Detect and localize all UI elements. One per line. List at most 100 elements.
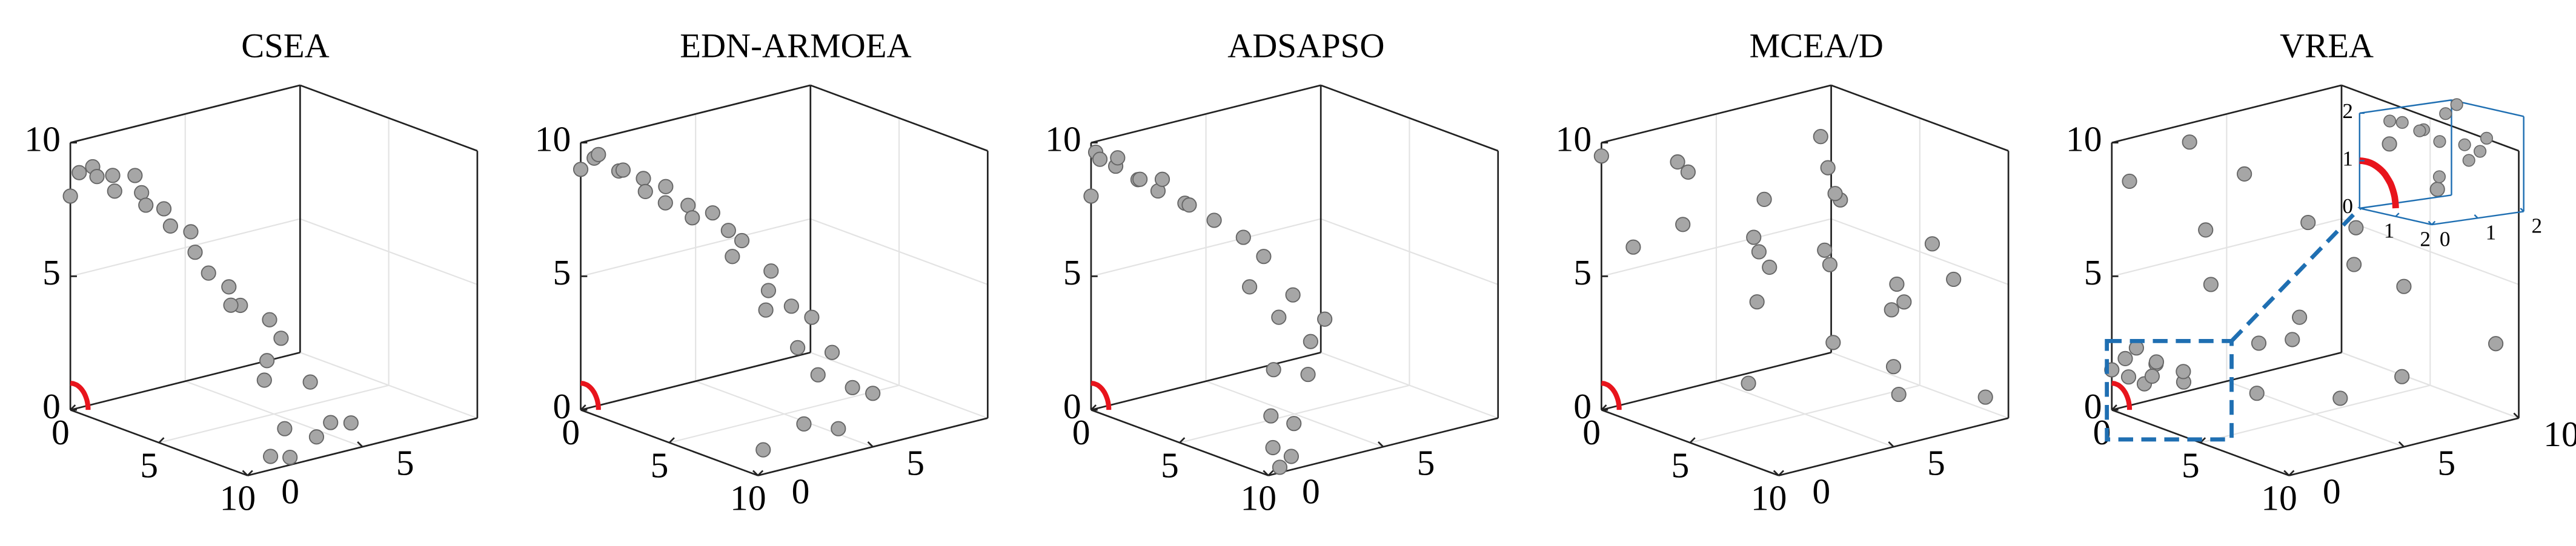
axis-line bbox=[299, 84, 478, 152]
inset-point bbox=[2462, 154, 2475, 167]
point bbox=[1256, 249, 1272, 265]
point bbox=[1762, 259, 1778, 275]
tick-mark bbox=[1179, 437, 1186, 444]
point bbox=[2203, 277, 2219, 292]
z-tick-label: 0 bbox=[1063, 386, 1081, 426]
tick-mark bbox=[668, 437, 675, 444]
inset-z-tick-label: 2 bbox=[2342, 99, 2353, 123]
tick-mark bbox=[70, 404, 76, 411]
z-tick-label: 10 bbox=[535, 119, 571, 159]
point bbox=[273, 331, 289, 346]
point bbox=[1680, 164, 1696, 180]
axis-line bbox=[2111, 352, 2342, 411]
point bbox=[755, 442, 771, 458]
point bbox=[810, 367, 826, 383]
x-tick-label: 10 bbox=[730, 478, 766, 518]
point bbox=[1317, 311, 1333, 327]
y-tick-label: 0 bbox=[1812, 472, 1830, 511]
z-tick-label: 10 bbox=[2066, 119, 2102, 159]
inset-point bbox=[2383, 114, 2397, 128]
inset-point bbox=[2450, 98, 2463, 111]
y-tick-label: 10 bbox=[2543, 414, 2576, 454]
point bbox=[1181, 197, 1197, 213]
point bbox=[323, 415, 339, 430]
point bbox=[1746, 229, 1762, 245]
y-tick-label: 5 bbox=[396, 442, 414, 482]
inset-y-tick-label: 1 bbox=[2486, 220, 2497, 244]
point bbox=[845, 380, 860, 395]
y-tick-label: 5 bbox=[1927, 442, 1945, 482]
axis-line bbox=[1601, 352, 1831, 411]
point bbox=[1813, 129, 1828, 145]
point bbox=[221, 279, 237, 295]
z-tick-label: 5 bbox=[1063, 252, 1081, 292]
chart-title: MCEA/D bbox=[1750, 27, 1884, 65]
tick-mark bbox=[580, 404, 586, 411]
grid-line bbox=[1716, 380, 1894, 448]
point bbox=[1820, 160, 1836, 176]
tick-mark bbox=[1378, 441, 1384, 448]
x-tick-label: 10 bbox=[2261, 478, 2297, 518]
tick-mark bbox=[1601, 404, 1607, 411]
zoom-connector bbox=[2230, 206, 2362, 343]
point bbox=[1889, 276, 1905, 292]
axis-line bbox=[1320, 84, 1499, 152]
point bbox=[1675, 217, 1691, 232]
point bbox=[1132, 171, 1148, 187]
chart-title: VREA bbox=[2280, 27, 2374, 65]
inset-tick-mark bbox=[2428, 220, 2432, 225]
point bbox=[187, 245, 203, 260]
y-tick-label: 5 bbox=[2437, 442, 2455, 482]
grid-line bbox=[1206, 380, 1384, 448]
x-tick-label: 10 bbox=[1751, 478, 1787, 518]
point bbox=[2346, 257, 2362, 272]
point bbox=[615, 162, 631, 178]
point bbox=[657, 195, 673, 211]
point bbox=[685, 210, 700, 226]
axis-line bbox=[580, 352, 811, 411]
y-tick-label: 5 bbox=[906, 442, 925, 482]
x-tick-label: 10 bbox=[220, 478, 256, 518]
point bbox=[1286, 416, 1302, 432]
tick-mark bbox=[1263, 470, 1269, 476]
inset-z-tick-label: 1 bbox=[2342, 147, 2353, 171]
tick-mark bbox=[1267, 470, 1274, 476]
point bbox=[2251, 335, 2267, 351]
inset-y-tick-label: 0 bbox=[2440, 227, 2451, 251]
point bbox=[156, 201, 172, 217]
point bbox=[1271, 309, 1287, 325]
x-tick-label: 5 bbox=[2182, 445, 2200, 485]
inset-tick-mark bbox=[2395, 212, 2400, 217]
tick-mark bbox=[2200, 437, 2206, 444]
point bbox=[591, 146, 606, 162]
point bbox=[1825, 335, 1841, 350]
x-tick-label: 5 bbox=[1671, 445, 1689, 485]
point bbox=[2382, 136, 2397, 152]
point bbox=[277, 421, 293, 436]
point bbox=[725, 249, 740, 265]
point bbox=[1266, 362, 1281, 378]
axis-line bbox=[580, 409, 759, 476]
inset-axis-line bbox=[2451, 99, 2524, 117]
point bbox=[2396, 278, 2412, 294]
point bbox=[201, 265, 216, 281]
point bbox=[1285, 287, 1301, 303]
inset-tick-mark bbox=[2474, 214, 2478, 219]
grid-line bbox=[185, 380, 363, 448]
point bbox=[2394, 369, 2410, 384]
z-tick-label: 0 bbox=[1573, 386, 1592, 426]
point bbox=[1827, 186, 1843, 202]
tick-mark bbox=[2283, 470, 2290, 476]
point bbox=[1154, 171, 1170, 187]
point bbox=[2249, 386, 2265, 401]
chart-title: CSEA bbox=[241, 27, 329, 65]
inset-point bbox=[2433, 135, 2446, 148]
y-tick-label: 0 bbox=[792, 472, 810, 511]
x-tick-label: 0 bbox=[562, 412, 580, 452]
tick-mark bbox=[2288, 470, 2295, 476]
tick-mark bbox=[2111, 404, 2117, 411]
z-tick-label: 10 bbox=[24, 119, 61, 159]
axis-line bbox=[1601, 84, 1831, 143]
point bbox=[1303, 334, 1318, 349]
